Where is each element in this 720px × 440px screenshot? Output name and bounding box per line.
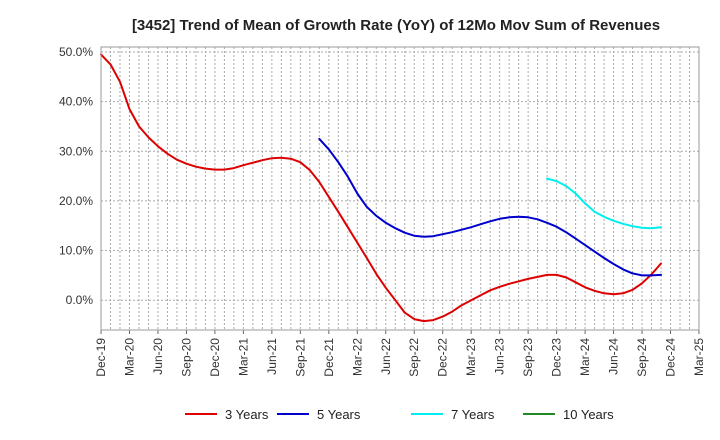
y-tick-label: 20.0% (59, 194, 93, 208)
series-line-3-years (100, 53, 662, 323)
x-tick-label: Mar-20 (122, 338, 136, 376)
plot-area-frame (100, 46, 700, 331)
y-axis-ticks: 50.0% 40.0% 30.0% 20.0% 10.0% 0.0% (59, 45, 93, 307)
legend-label: 7 Years (451, 407, 495, 422)
x-tick-label: Jun-21 (265, 338, 279, 375)
y-tick-label: 30.0% (59, 144, 93, 158)
y-tick-label: 0.0% (66, 293, 94, 307)
y-tick-label: 40.0% (59, 95, 93, 109)
x-tick-label: Dec-22 (436, 338, 450, 377)
y-tick-label: 10.0% (59, 244, 93, 258)
x-tick-label: Dec-23 (550, 338, 564, 377)
series-lines (100, 53, 662, 323)
x-tick-label: Jun-24 (607, 338, 621, 375)
x-tick-label: Jun-23 (493, 338, 507, 375)
x-tick-label: Mar-22 (350, 338, 364, 376)
legend-label: 3 Years (225, 407, 269, 422)
x-axis-ticks: Dec-19 Mar-20 Jun-20 Sep-20 Dec-20 Mar-21 Jun-… (94, 330, 706, 377)
x-tick-label: Mar-24 (578, 338, 592, 376)
x-tick-label: Sep-20 (179, 338, 193, 377)
x-tick-label: Mar-21 (236, 338, 250, 376)
x-tick-label: Mar-23 (464, 338, 478, 376)
x-tick-label: Sep-23 (521, 338, 535, 377)
series-line-5-years (318, 137, 662, 277)
legend-label: 10 Years (563, 407, 614, 422)
x-tick-label: Dec-20 (208, 338, 222, 377)
x-tick-label: Sep-22 (407, 338, 421, 377)
series-line-7-years (546, 177, 662, 230)
x-tick-label: Dec-24 (664, 338, 678, 377)
x-tick-label: Dec-19 (94, 338, 108, 377)
x-tick-label: Jun-22 (379, 338, 393, 375)
y-tick-label: 50.0% (59, 45, 93, 59)
x-tick-label: Dec-21 (322, 338, 336, 377)
x-tick-label: Jun-20 (151, 338, 165, 375)
chart-legend: 3 Years 5 Years 7 Years 10 Years (185, 407, 614, 422)
x-tick-label: Sep-21 (293, 338, 307, 377)
plot-grid (101, 47, 699, 330)
legend-label: 5 Years (317, 407, 361, 422)
x-tick-label: Mar-25 (692, 338, 706, 376)
x-tick-label: Sep-24 (635, 338, 649, 377)
chart-title: [3452] Trend of Mean of Growth Rate (YoY… (132, 17, 660, 34)
